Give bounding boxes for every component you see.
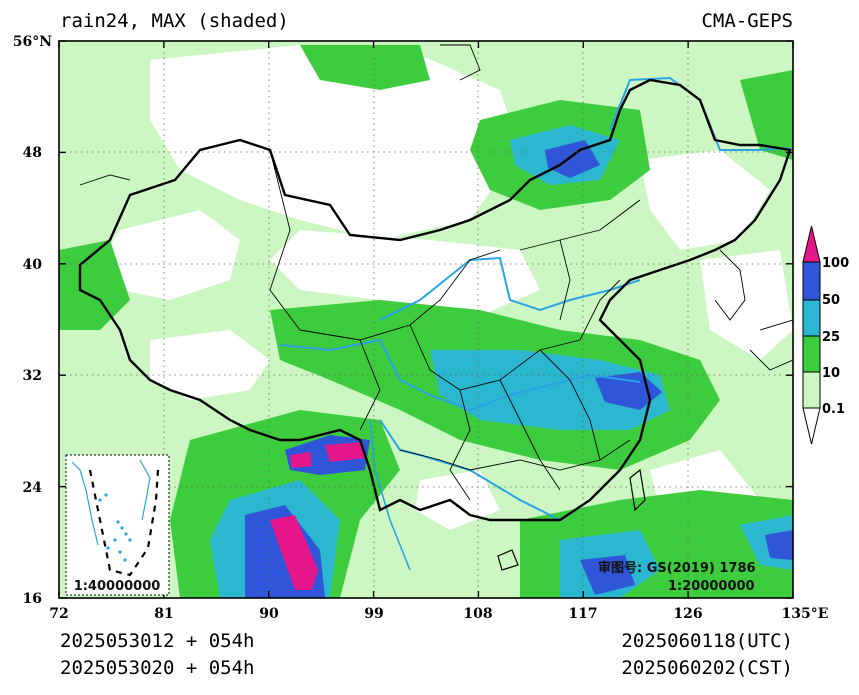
valid-time-cst: 2025060202(CST) [621, 657, 793, 679]
coast-arctic [79, 44, 481, 186]
lat-tick-label: 40 [23, 257, 43, 273]
inset-coast-east [139, 459, 151, 521]
very-heavy-rain-northeast [545, 140, 600, 178]
very-heavy-rain-east-sea-2 [765, 530, 793, 560]
lon-tick-label: 117 [568, 606, 597, 622]
moderate-rain-northeast-coast [740, 70, 793, 160]
colorbar-swatch-25-50 [802, 299, 821, 337]
map-review-number: 审图号: GS(2019) 1786 [598, 560, 756, 576]
lon-tick-label: 90 [259, 606, 279, 622]
colorbar-label: 100 [822, 256, 849, 271]
lat-tick-label: 24 [23, 480, 43, 496]
model-label: CMA-GEPS [701, 10, 793, 32]
dry-area-south [415, 470, 500, 530]
colorbar: 100 50 25 10 0.1 [802, 225, 849, 445]
dry-area-east-sea [700, 250, 793, 360]
extreme-rain-myanmar [270, 515, 318, 590]
taiwan-island [629, 468, 646, 512]
lon-tick-label: 81 [154, 606, 173, 622]
colorbar-label: 25 [822, 330, 840, 345]
init-time-utc: 2025053012 + 054h [60, 630, 255, 652]
init-time-cst: 2025053020 + 054h [60, 657, 255, 679]
south-china-sea-inset: 1:40000000 [65, 454, 170, 596]
lon-tick-label: 108 [463, 606, 492, 622]
grid-lines [59, 41, 793, 598]
colorbar-swatch-10-25 [802, 335, 821, 373]
hainan-island [497, 549, 519, 571]
colorbar-swatch-0.1-10 [802, 371, 821, 409]
lon-tick-label: 99 [364, 606, 383, 622]
rainfall-shading [59, 41, 793, 598]
inset-islands [98, 493, 132, 562]
extreme-rain-himalaya [325, 442, 366, 462]
colorbar-swatch-50-100 [802, 261, 821, 301]
moderate-rain-west-edge [59, 240, 130, 330]
inset-scale: 1:40000000 [74, 579, 161, 594]
dry-area-inner-mongolia [270, 230, 540, 320]
moderate-rain-arctic-edge [300, 45, 430, 90]
longitude-axis: 72 81 90 99 108 117 126 135°E [49, 606, 828, 622]
latitude-axis: 16 24 32 40 48 56°N [13, 34, 52, 607]
lat-tick-label: 56°N [13, 34, 52, 50]
lat-tick-label: 32 [23, 368, 42, 384]
colorbar-label: 50 [822, 293, 840, 308]
very-heavy-rain-south-sea [580, 555, 635, 595]
heavy-rain-yangtze [430, 350, 670, 430]
map-frame [58, 40, 794, 599]
lon-tick-label: 135°E [782, 606, 829, 622]
lon-tick-label: 126 [673, 606, 702, 622]
river-mekong [369, 419, 411, 571]
dry-area-north [150, 45, 520, 240]
lat-tick-label: 16 [23, 591, 42, 607]
china-boundary [78, 78, 792, 522]
colorbar-cap-top [802, 225, 821, 263]
river-yellow [379, 256, 641, 321]
korea-japan-coast [714, 249, 793, 371]
inset-frame [65, 454, 170, 596]
colorbar-label: 0.1 [822, 402, 845, 417]
colorbar-label: 10 [822, 366, 840, 381]
dry-area-xinjiang [100, 210, 240, 300]
main-scale: 1:20000000 [668, 579, 755, 594]
colorbar-cap-bottom [802, 407, 821, 445]
river-southern [379, 419, 561, 521]
extreme-rain-himalaya-2 [290, 452, 312, 468]
lat-tick-label: 48 [23, 145, 42, 161]
valid-time-utc: 2025060118(UTC) [621, 630, 793, 652]
dry-area-northeast [640, 150, 770, 250]
lon-tick-label: 72 [49, 606, 68, 622]
chart-title: rain24, MAX (shaded) [60, 10, 289, 32]
inset-coast [71, 461, 99, 546]
inset-nine-dash-line [88, 469, 160, 577]
provincial-boundaries [269, 149, 641, 501]
dry-area-tibet [150, 330, 270, 400]
